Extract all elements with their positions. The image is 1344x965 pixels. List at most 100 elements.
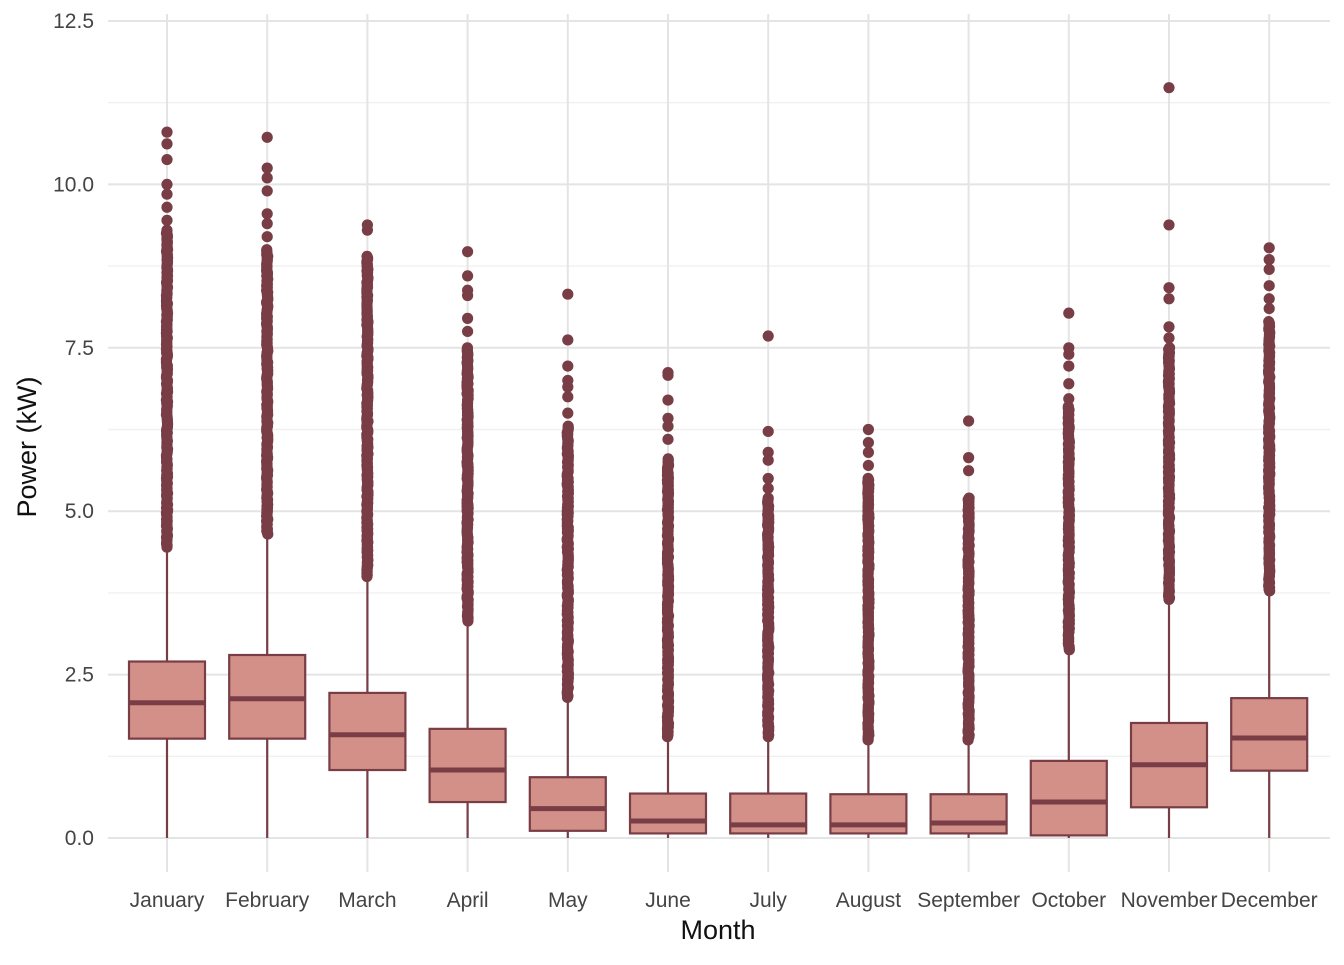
outlier-point bbox=[261, 244, 273, 256]
outlier-point bbox=[862, 472, 874, 485]
box-iqr bbox=[1029, 759, 1108, 837]
outlier-point bbox=[161, 188, 173, 200]
box-iqr bbox=[929, 793, 1008, 835]
box-group-january bbox=[127, 126, 207, 838]
x-tick-label: April bbox=[447, 889, 489, 912]
box-iqr bbox=[127, 660, 207, 740]
outlier-point bbox=[462, 312, 474, 324]
box-group-july bbox=[729, 330, 808, 838]
outlier-point bbox=[161, 214, 173, 226]
outlier-point bbox=[462, 284, 474, 296]
outlier-point bbox=[862, 459, 875, 472]
outlier-point bbox=[161, 126, 173, 138]
y-tick-label: 10.0 bbox=[53, 173, 94, 196]
outlier-point bbox=[1163, 342, 1176, 354]
outlier-point bbox=[662, 412, 674, 424]
outlier-point bbox=[762, 482, 774, 494]
outlier-point bbox=[562, 334, 574, 346]
box-group-march bbox=[328, 219, 407, 838]
outlier-point bbox=[562, 288, 574, 300]
outlier-point bbox=[462, 246, 474, 258]
outlier-point bbox=[1263, 242, 1275, 254]
outlier-point bbox=[461, 342, 474, 354]
box-iqr bbox=[428, 727, 507, 804]
outlier-point bbox=[261, 162, 273, 174]
outlier-point bbox=[161, 153, 173, 166]
box-iqr bbox=[729, 792, 808, 835]
outlier-point bbox=[662, 394, 674, 406]
outlier-point bbox=[261, 218, 273, 230]
outlier-point bbox=[261, 185, 273, 197]
outlier-point bbox=[562, 391, 574, 403]
outlier-point bbox=[562, 407, 574, 419]
x-tick-label: July bbox=[750, 889, 788, 912]
outlier-point bbox=[161, 201, 173, 213]
x-tick-label: February bbox=[225, 889, 310, 912]
outlier-point bbox=[161, 224, 173, 236]
box-group-february bbox=[228, 131, 307, 838]
y-axis-title: Power (kW) bbox=[12, 377, 42, 518]
outlier-point bbox=[1163, 82, 1175, 94]
box-iqr bbox=[829, 793, 908, 835]
outlier-point bbox=[562, 374, 574, 387]
outlier-point bbox=[1163, 332, 1175, 344]
outlier-point bbox=[1063, 307, 1075, 319]
outlier-point bbox=[1163, 321, 1175, 333]
outlier-point bbox=[161, 178, 173, 190]
x-axis-ticks: January February March April May June July Augu… bbox=[130, 889, 1318, 912]
outlier-point bbox=[1263, 302, 1275, 315]
outlier-point bbox=[762, 446, 774, 458]
x-tick-label: November bbox=[1121, 889, 1218, 912]
outlier-point bbox=[1263, 280, 1275, 292]
outlier-point bbox=[1163, 293, 1175, 305]
outlier-point bbox=[662, 367, 674, 379]
x-tick-label: January bbox=[130, 889, 205, 912]
outlier-point bbox=[762, 492, 774, 504]
outlier-point bbox=[161, 138, 173, 150]
box-iqr bbox=[628, 792, 708, 835]
outlier-point bbox=[1263, 293, 1275, 305]
outlier-point bbox=[662, 453, 674, 465]
outlier-point bbox=[462, 270, 474, 282]
y-axis-ticks: 0.0 2.5 5.0 7.5 10.0 12.5 bbox=[53, 10, 94, 850]
box-iqr bbox=[328, 691, 407, 772]
outlier-point bbox=[1263, 316, 1275, 328]
outlier-point bbox=[361, 219, 373, 231]
y-tick-label: 0.0 bbox=[65, 827, 94, 850]
box-group-september bbox=[929, 415, 1008, 838]
outlier-point bbox=[762, 472, 774, 485]
x-tick-label: May bbox=[548, 889, 588, 912]
outlier-point bbox=[261, 131, 273, 143]
x-axis-title: Month bbox=[680, 915, 755, 945]
x-tick-label: October bbox=[1031, 889, 1106, 912]
box-group-june bbox=[628, 367, 708, 838]
outlier-point bbox=[762, 425, 774, 438]
x-tick-label: June bbox=[645, 889, 691, 912]
outlier-point bbox=[963, 465, 975, 477]
outlier-point bbox=[862, 436, 875, 449]
boxes-layer bbox=[127, 82, 1309, 838]
y-tick-label: 12.5 bbox=[53, 10, 94, 33]
outlier-point bbox=[963, 415, 975, 427]
y-tick-label: 7.5 bbox=[65, 337, 94, 360]
outlier-point bbox=[261, 231, 273, 243]
outlier-point bbox=[1263, 253, 1275, 266]
outlier-point bbox=[1063, 342, 1075, 354]
y-tick-label: 5.0 bbox=[65, 500, 94, 523]
box-iqr bbox=[528, 776, 607, 832]
outlier-point bbox=[1063, 393, 1075, 405]
box-group-october bbox=[1029, 307, 1108, 838]
outlier-point bbox=[963, 492, 975, 504]
outlier-point bbox=[462, 325, 474, 338]
outlier-point bbox=[963, 452, 975, 464]
box-group-december bbox=[1230, 242, 1309, 838]
outlier-point bbox=[261, 172, 273, 184]
outlier-point bbox=[1263, 263, 1275, 275]
outlier-point bbox=[1163, 219, 1175, 231]
outlier-point bbox=[862, 423, 875, 436]
box-group-may bbox=[528, 288, 607, 838]
box-group-august bbox=[829, 423, 908, 838]
x-tick-label: March bbox=[338, 889, 396, 912]
